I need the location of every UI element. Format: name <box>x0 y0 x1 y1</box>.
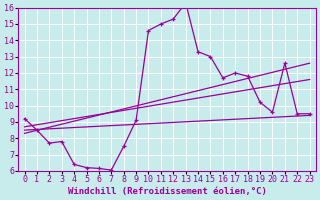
X-axis label: Windchill (Refroidissement éolien,°C): Windchill (Refroidissement éolien,°C) <box>68 187 267 196</box>
